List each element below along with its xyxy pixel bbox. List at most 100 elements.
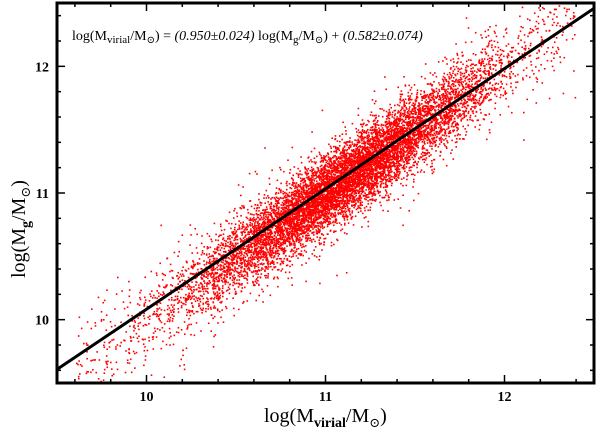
scatter-point xyxy=(491,44,493,46)
scatter-point xyxy=(365,198,367,201)
scatter-point xyxy=(405,159,407,162)
scatter-point xyxy=(335,230,337,233)
scatter-point xyxy=(411,109,413,111)
scatter-point xyxy=(386,174,389,177)
scatter-point xyxy=(346,200,349,203)
scatter-point xyxy=(346,152,349,154)
scatter-point xyxy=(326,174,328,176)
scatter-point xyxy=(244,259,247,261)
scatter-point xyxy=(411,151,413,153)
scatter-point xyxy=(323,244,325,246)
scatter-point xyxy=(308,160,311,163)
scatter-point xyxy=(510,66,512,69)
scatter-point xyxy=(277,255,280,257)
scatter-point xyxy=(423,135,426,137)
scatter-point xyxy=(505,76,508,78)
scatter-point xyxy=(435,87,438,90)
scatter-point xyxy=(232,245,235,248)
scatter-point xyxy=(415,118,418,121)
scatter-point xyxy=(284,197,287,199)
scatter-point xyxy=(493,30,496,33)
scatter-point xyxy=(293,182,296,185)
scatter-point xyxy=(507,43,510,45)
scatter-point xyxy=(266,229,269,232)
scatter-point xyxy=(489,63,491,66)
scatter-point xyxy=(369,140,371,143)
scatter-point xyxy=(333,173,335,175)
scatter-point xyxy=(325,205,327,208)
scatter-point xyxy=(340,224,343,226)
scatter-point xyxy=(227,286,230,289)
scatter-point xyxy=(462,138,464,140)
scatter-point xyxy=(334,155,336,157)
scatter-point xyxy=(453,93,455,96)
scatter-point xyxy=(441,104,443,107)
scatter-point xyxy=(261,212,263,214)
scatter-point xyxy=(160,347,163,350)
scatter-point xyxy=(205,290,207,292)
scatter-point xyxy=(170,289,172,292)
scatter-point xyxy=(209,281,212,284)
scatter-point xyxy=(186,314,188,317)
scatter-point xyxy=(243,277,245,279)
scatter-point xyxy=(465,70,468,73)
scatter-point xyxy=(270,242,273,245)
scatter-point xyxy=(488,57,491,59)
scatter-point xyxy=(278,216,281,219)
scatter-point xyxy=(346,149,349,151)
scatter-point xyxy=(160,321,163,324)
scatter-point xyxy=(143,312,145,315)
scatter-point xyxy=(150,295,152,298)
scatter-point xyxy=(406,160,408,163)
scatter-point xyxy=(420,134,422,137)
scatter-point xyxy=(398,170,400,173)
scatter-point xyxy=(210,276,213,279)
scatter-point xyxy=(200,309,203,311)
scatter-point xyxy=(448,131,451,133)
scatter-point xyxy=(283,200,286,202)
scatter-point xyxy=(522,26,524,29)
scatter-point xyxy=(320,193,323,196)
scatter-point xyxy=(300,253,303,255)
scatter-point xyxy=(367,138,370,141)
scatter-point xyxy=(380,166,383,168)
scatter-point xyxy=(412,147,414,149)
scatter-point xyxy=(503,71,506,73)
scatter-point xyxy=(367,220,370,223)
scatter-point xyxy=(323,193,325,196)
scatter-point xyxy=(370,144,373,147)
scatter-point xyxy=(223,278,225,280)
scatter-point xyxy=(340,157,342,160)
scatter-point xyxy=(440,141,443,143)
scatter-point xyxy=(316,155,318,158)
scatter-point xyxy=(290,195,293,197)
scatter-point xyxy=(346,168,349,170)
scatter-point xyxy=(276,179,279,182)
scatter-point xyxy=(216,297,218,300)
scatter-point xyxy=(496,54,499,56)
scatter-point xyxy=(566,22,569,24)
scatter-point xyxy=(370,186,373,189)
scatter-point xyxy=(294,217,296,220)
scatter-point xyxy=(357,149,360,151)
scatter-point xyxy=(417,171,419,174)
scatter-point xyxy=(430,130,433,133)
scatter-point xyxy=(345,184,347,186)
scatter-point xyxy=(361,201,363,203)
scatter-point xyxy=(376,159,379,162)
scatter-point xyxy=(336,238,338,241)
scatter-point xyxy=(158,317,160,320)
scatter-point xyxy=(280,210,282,212)
scatter-point xyxy=(217,298,219,300)
scatter-point xyxy=(300,233,303,235)
scatter-point xyxy=(511,56,513,58)
scatter-point xyxy=(124,339,126,342)
scatter-point xyxy=(193,295,195,297)
scatter-point xyxy=(434,140,436,143)
scatter-point xyxy=(319,173,322,175)
scatter-point xyxy=(328,163,330,166)
scatter-point xyxy=(382,169,385,171)
scatter-point xyxy=(168,327,171,330)
scatter-point xyxy=(209,255,211,258)
scatter-point xyxy=(361,119,364,121)
